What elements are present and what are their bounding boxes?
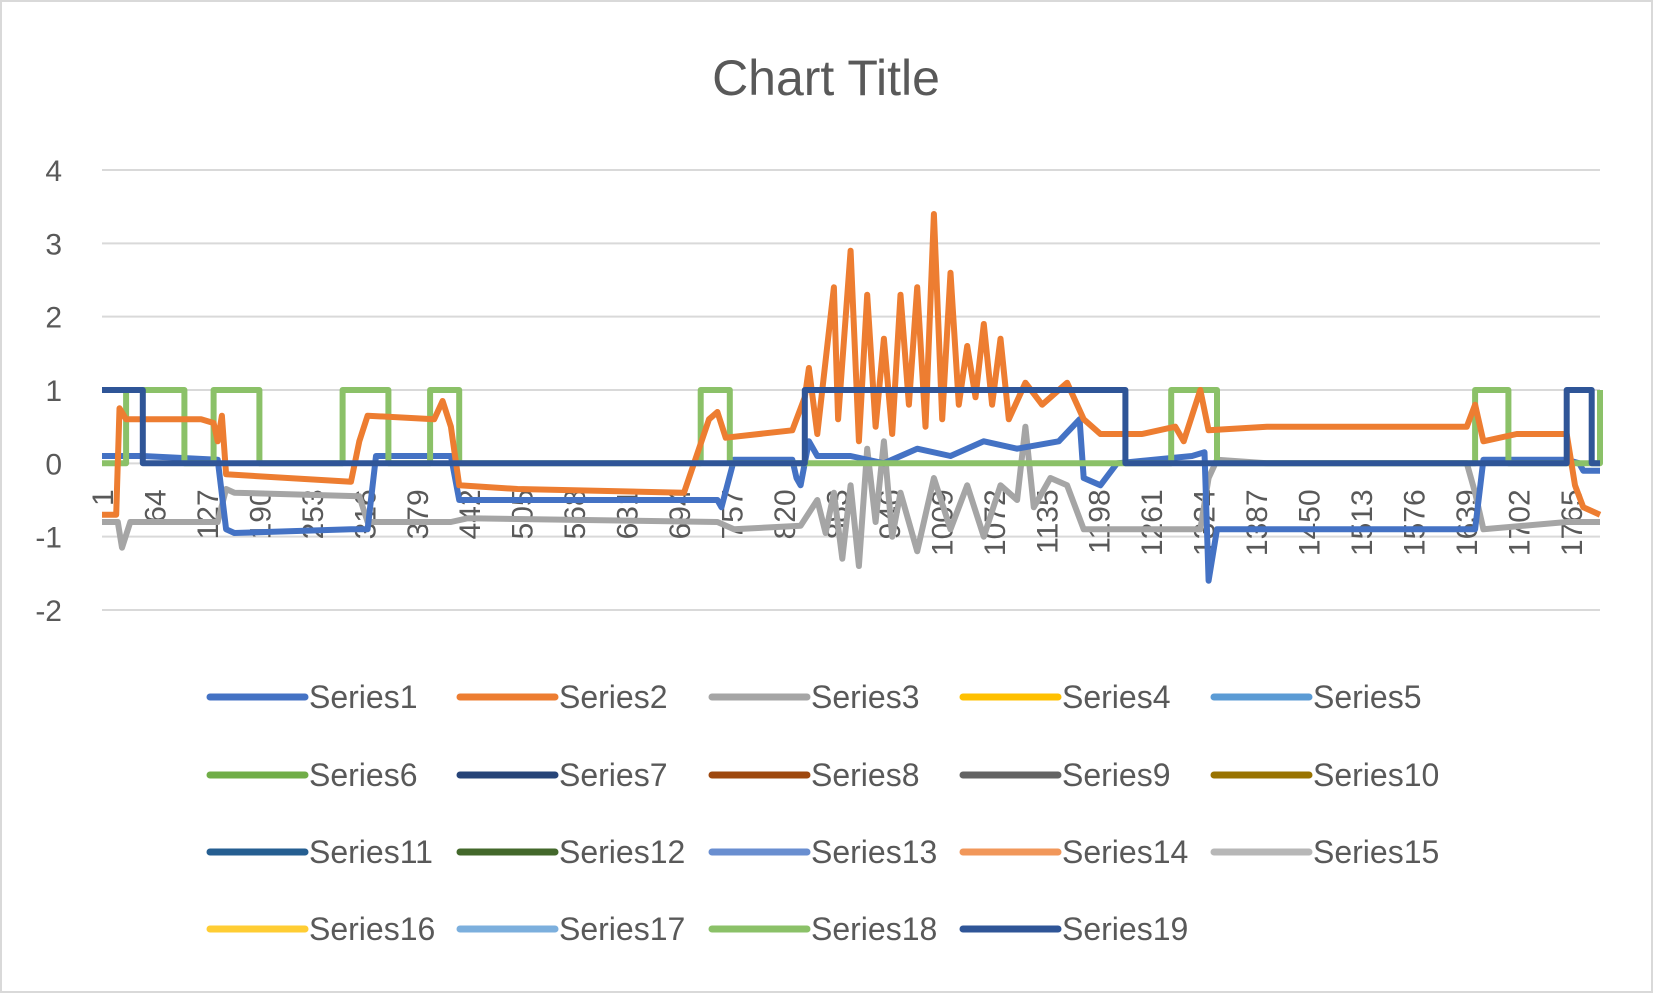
legend-label: Series2	[559, 679, 668, 715]
y-tick-label: 3	[45, 228, 62, 261]
legend-item-series4: Series4	[959, 679, 1171, 715]
chart-title: Chart Title	[712, 50, 940, 106]
legend-label: Series13	[811, 834, 937, 870]
x-tick-label: 820	[769, 489, 802, 539]
legend-item-series11: Series11	[206, 834, 433, 870]
series-line-series19	[102, 387, 1600, 467]
series-line-series2	[102, 211, 1602, 518]
legend-item-series14: Series14	[959, 834, 1188, 870]
legend-label: Series9	[1062, 757, 1171, 793]
legend-item-series19: Series19	[959, 911, 1188, 947]
x-tick-label: 1387	[1241, 489, 1274, 556]
legend-label: Series11	[309, 834, 433, 870]
legend-label: Series16	[309, 911, 435, 947]
legend: Series1 Series2 Series3 Series4 Series5 Serie…	[206, 679, 1439, 947]
y-tick-label: 1	[45, 375, 62, 408]
legend-label: Series18	[811, 911, 937, 947]
legend-label: Series7	[559, 757, 668, 793]
y-tick-label: -1	[35, 522, 62, 555]
legend-label: Series19	[1062, 911, 1188, 947]
y-axis-ticks: -2 -1 0 1 2 3 4	[35, 155, 62, 628]
legend-label: Series14	[1062, 834, 1188, 870]
x-tick-label: 1450	[1294, 489, 1327, 556]
series-line-series1	[102, 416, 1600, 584]
x-tick-label: 1261	[1136, 489, 1169, 556]
legend-item-series18: Series18	[708, 911, 937, 947]
x-tick-label: 1	[87, 489, 120, 506]
legend-label: Series6	[309, 757, 418, 793]
legend-item-series8: Series8	[708, 757, 920, 793]
legend-item-series12: Series12	[456, 834, 685, 870]
x-tick-label: 568	[559, 489, 592, 539]
x-tick-label: 505	[507, 489, 540, 539]
y-tick-label: 4	[45, 155, 62, 188]
legend-item-series1: Series1	[206, 679, 418, 715]
legend-label: Series15	[1313, 834, 1439, 870]
legend-item-series10: Series10	[1210, 757, 1439, 793]
legend-label: Series8	[811, 757, 920, 793]
legend-item-series6: Series6	[206, 757, 418, 793]
legend-item-series15: Series15	[1210, 834, 1439, 870]
y-tick-label: 0	[45, 448, 62, 481]
legend-item-series13: Series13	[708, 834, 937, 870]
legend-item-series3: Series3	[708, 679, 920, 715]
legend-label: Series10	[1313, 757, 1439, 793]
y-tick-label: -2	[35, 595, 62, 628]
legend-label: Series1	[309, 679, 418, 715]
x-tick-label: 1198	[1084, 489, 1117, 554]
legend-label: Series12	[559, 834, 685, 870]
legend-label: Series5	[1313, 679, 1422, 715]
legend-item-series17: Series17	[456, 911, 685, 947]
y-tick-label: 2	[45, 302, 62, 335]
legend-item-series2: Series2	[456, 679, 668, 715]
x-tick-label: 64	[140, 489, 173, 522]
legend-label: Series3	[811, 679, 920, 715]
x-axis-ticks: 1 64 127 190 253 316 379 442 505 568 631 694 757 820 8…	[87, 489, 1589, 556]
x-tick-label: 1576	[1399, 489, 1432, 556]
legend-item-series7: Series7	[456, 757, 668, 793]
legend-label: Series4	[1062, 679, 1171, 715]
x-tick-label: 631	[612, 489, 645, 539]
x-tick-label: 694	[664, 489, 697, 539]
legend-item-series16: Series16	[206, 911, 435, 947]
x-tick-label: 379	[402, 489, 435, 539]
legend-item-series5: Series5	[1210, 679, 1422, 715]
series-lines	[102, 211, 1603, 584]
legend-label: Series17	[559, 911, 685, 947]
x-tick-label: 1513	[1346, 489, 1379, 556]
legend-item-series9: Series9	[959, 757, 1171, 793]
